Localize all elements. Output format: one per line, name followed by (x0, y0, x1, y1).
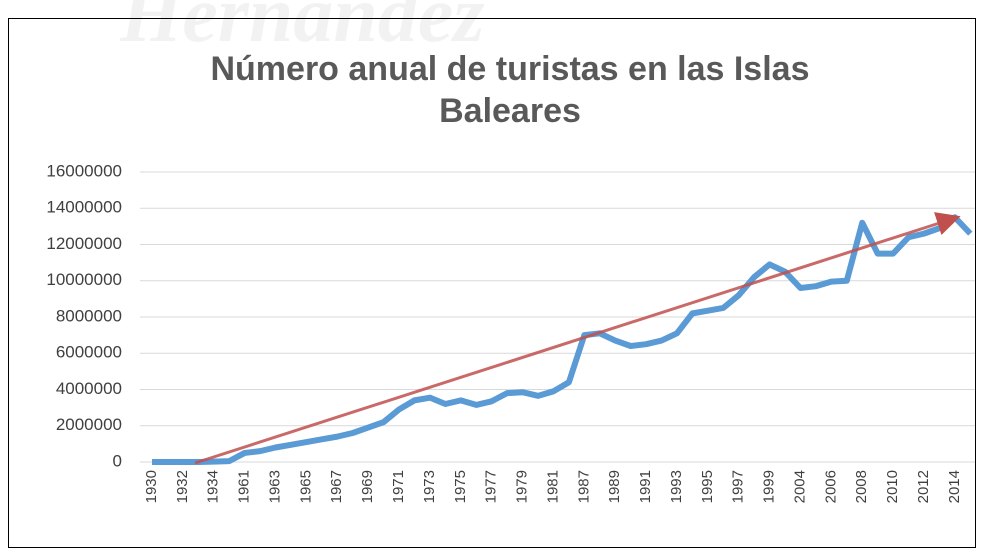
trend-arrow (194, 212, 961, 465)
x-tick-label: 1969 (359, 470, 376, 503)
x-tick-label: 1999 (761, 470, 778, 503)
x-tick-label: 1991 (637, 470, 654, 503)
page: Hernández Número anual de turistas en la… (8, 0, 976, 548)
y-tick-label: 16000000 (46, 161, 122, 180)
x-tick-label: 2006 (822, 470, 839, 503)
x-tick-label: 1989 (606, 470, 623, 503)
x-tick-label: 1975 (452, 470, 469, 503)
x-tick-label: 1967 (328, 470, 345, 503)
x-tick-label: 2004 (791, 470, 808, 503)
x-tick-label: 2010 (884, 470, 901, 503)
x-tick-label: 1995 (699, 470, 716, 503)
x-tick-label: 1934 (205, 470, 222, 503)
y-tick-label: 0 (113, 451, 122, 470)
y-tick-label: 14000000 (46, 198, 122, 217)
x-tick-label: 1973 (421, 470, 438, 503)
x-tick-label: 1971 (390, 470, 407, 503)
y-tick-label: 2000000 (56, 415, 122, 434)
y-tick-label: 6000000 (56, 343, 122, 362)
x-tick-label: 2014 (946, 470, 963, 503)
x-tick-label: 1932 (174, 470, 191, 503)
x-tick-label: 1993 (668, 470, 685, 503)
data-line (152, 214, 973, 465)
y-tick-label: 10000000 (46, 270, 122, 289)
x-tick-label: 1930 (143, 470, 160, 503)
x-tick-label: 2008 (853, 470, 870, 503)
watermark: Hernández (120, 0, 485, 59)
x-tick-label: 1961 (236, 470, 253, 503)
x-tick-label: 1997 (730, 470, 747, 503)
y-tick-label: 4000000 (56, 379, 122, 398)
chart: 0 2000000 4000000 6000000 8000000 10000000 120… (46, 161, 975, 503)
x-tick-label: 2012 (915, 470, 932, 503)
x-tick-label: 1977 (483, 470, 500, 503)
y-tick-label: 12000000 (46, 234, 122, 253)
y-tick-label: 8000000 (56, 306, 122, 325)
x-tick-label: 1987 (575, 470, 592, 503)
chart-title: Número anual de turistas en las Islas Ba… (210, 50, 810, 130)
x-tick-label: 1981 (544, 470, 561, 503)
x-tick-label: 1965 (297, 470, 314, 503)
x-tick-label: 1979 (514, 470, 531, 503)
x-tick-label: 1963 (266, 470, 283, 503)
